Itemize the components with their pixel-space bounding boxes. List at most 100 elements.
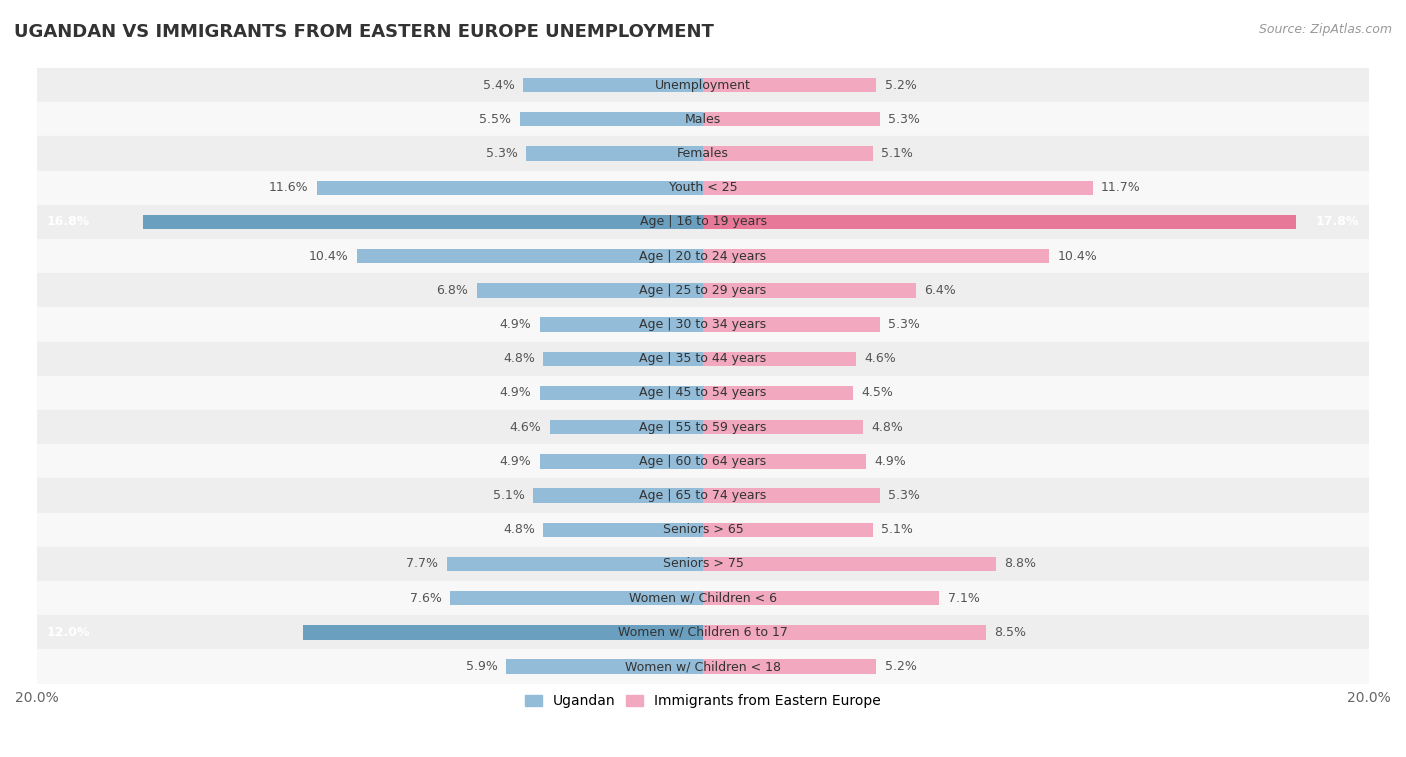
Text: UGANDAN VS IMMIGRANTS FROM EASTERN EUROPE UNEMPLOYMENT: UGANDAN VS IMMIGRANTS FROM EASTERN EUROP… (14, 23, 714, 41)
Bar (37, 102, 1369, 136)
Text: 5.3%: 5.3% (887, 113, 920, 126)
Text: 4.8%: 4.8% (503, 523, 534, 536)
Bar (37, 581, 1369, 615)
Bar (703, 488, 880, 503)
Text: 16.8%: 16.8% (46, 216, 90, 229)
Text: 4.6%: 4.6% (865, 352, 896, 365)
Bar (37, 136, 1369, 170)
Text: 4.9%: 4.9% (875, 455, 907, 468)
Bar (357, 249, 703, 263)
Bar (703, 78, 876, 92)
Text: 5.1%: 5.1% (882, 147, 912, 160)
Bar (304, 625, 703, 640)
Bar (526, 146, 703, 160)
Text: 8.8%: 8.8% (1004, 557, 1036, 571)
Bar (703, 557, 995, 571)
Text: 7.6%: 7.6% (409, 592, 441, 605)
Bar (703, 351, 856, 366)
Text: 11.6%: 11.6% (269, 181, 308, 195)
Bar (37, 239, 1369, 273)
Text: 5.4%: 5.4% (482, 79, 515, 92)
Bar (703, 386, 853, 400)
Text: Females: Females (678, 147, 728, 160)
Bar (703, 215, 1296, 229)
Bar (540, 386, 703, 400)
Text: 5.2%: 5.2% (884, 660, 917, 673)
Text: Youth < 25: Youth < 25 (669, 181, 737, 195)
Bar (37, 478, 1369, 512)
Text: 7.7%: 7.7% (406, 557, 439, 571)
Bar (703, 249, 1049, 263)
Bar (703, 659, 876, 674)
Bar (447, 557, 703, 571)
Text: Age | 20 to 24 years: Age | 20 to 24 years (640, 250, 766, 263)
Bar (523, 78, 703, 92)
Text: 4.9%: 4.9% (499, 455, 531, 468)
Text: 12.0%: 12.0% (46, 626, 90, 639)
Text: Age | 35 to 44 years: Age | 35 to 44 years (640, 352, 766, 365)
Bar (37, 512, 1369, 547)
Text: 6.8%: 6.8% (436, 284, 468, 297)
Text: 5.1%: 5.1% (494, 489, 524, 502)
Text: Seniors > 65: Seniors > 65 (662, 523, 744, 536)
Bar (703, 317, 880, 332)
Bar (37, 273, 1369, 307)
Bar (37, 547, 1369, 581)
Bar (37, 615, 1369, 650)
Bar (37, 444, 1369, 478)
Text: 4.8%: 4.8% (503, 352, 534, 365)
Text: 4.6%: 4.6% (510, 421, 541, 434)
Bar (703, 180, 1092, 195)
Text: 11.7%: 11.7% (1101, 181, 1140, 195)
Bar (703, 283, 917, 298)
Bar (37, 170, 1369, 205)
Text: 10.4%: 10.4% (1057, 250, 1098, 263)
Bar (37, 307, 1369, 341)
Text: 5.5%: 5.5% (479, 113, 512, 126)
Text: 6.4%: 6.4% (925, 284, 956, 297)
Bar (316, 180, 703, 195)
Bar (540, 317, 703, 332)
Bar (143, 215, 703, 229)
Bar (477, 283, 703, 298)
Bar (543, 351, 703, 366)
Bar (703, 591, 939, 606)
Bar (703, 522, 873, 537)
Text: Source: ZipAtlas.com: Source: ZipAtlas.com (1258, 23, 1392, 36)
Bar (450, 591, 703, 606)
Text: 5.2%: 5.2% (884, 79, 917, 92)
Bar (37, 410, 1369, 444)
Text: Women w/ Children < 6: Women w/ Children < 6 (628, 592, 778, 605)
Text: 10.4%: 10.4% (308, 250, 349, 263)
Text: Age | 60 to 64 years: Age | 60 to 64 years (640, 455, 766, 468)
Bar (540, 454, 703, 469)
Bar (533, 488, 703, 503)
Bar (543, 522, 703, 537)
Text: 4.9%: 4.9% (499, 318, 531, 331)
Bar (703, 112, 880, 126)
Text: 8.5%: 8.5% (994, 626, 1026, 639)
Text: 7.1%: 7.1% (948, 592, 980, 605)
Text: 4.5%: 4.5% (862, 386, 893, 400)
Text: 5.1%: 5.1% (882, 523, 912, 536)
Bar (37, 375, 1369, 410)
Bar (37, 341, 1369, 375)
Text: Age | 65 to 74 years: Age | 65 to 74 years (640, 489, 766, 502)
Text: Women w/ Children < 18: Women w/ Children < 18 (626, 660, 780, 673)
Text: Age | 45 to 54 years: Age | 45 to 54 years (640, 386, 766, 400)
Text: 5.3%: 5.3% (887, 489, 920, 502)
Text: Age | 16 to 19 years: Age | 16 to 19 years (640, 216, 766, 229)
Legend: Ugandan, Immigrants from Eastern Europe: Ugandan, Immigrants from Eastern Europe (519, 689, 887, 714)
Text: Males: Males (685, 113, 721, 126)
Bar (37, 68, 1369, 102)
Text: Age | 55 to 59 years: Age | 55 to 59 years (640, 421, 766, 434)
Text: 4.8%: 4.8% (872, 421, 903, 434)
Text: Age | 25 to 29 years: Age | 25 to 29 years (640, 284, 766, 297)
Bar (703, 146, 873, 160)
Bar (703, 454, 866, 469)
Text: 5.9%: 5.9% (467, 660, 498, 673)
Text: Seniors > 75: Seniors > 75 (662, 557, 744, 571)
Bar (520, 112, 703, 126)
Bar (703, 420, 863, 435)
Text: Age | 30 to 34 years: Age | 30 to 34 years (640, 318, 766, 331)
